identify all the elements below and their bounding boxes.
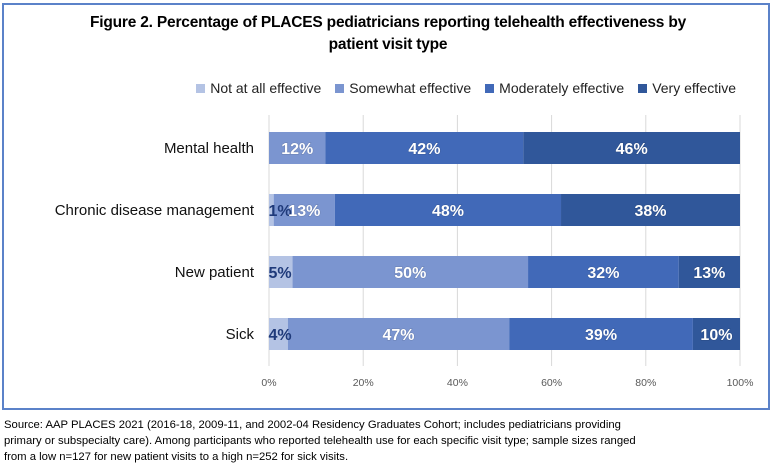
chart-title-line-2: patient visit type	[328, 36, 448, 53]
data-label: 48%	[432, 203, 464, 220]
legend-label: Moderately effective	[499, 80, 625, 96]
bar-segment	[561, 194, 740, 226]
legend-swatch	[485, 83, 495, 93]
bar-segment	[692, 318, 740, 350]
data-label: 4%	[268, 327, 291, 344]
data-label: 38%	[634, 203, 666, 220]
category-label: Sick	[226, 326, 255, 343]
bar-segment	[509, 318, 693, 350]
category-label: Chronic disease management	[55, 202, 255, 219]
x-tick-label: 60%	[541, 377, 562, 389]
source-line-2: primary or subspecialty care). Among par…	[4, 435, 636, 447]
bar-segment	[287, 318, 510, 350]
data-label: 47%	[383, 327, 415, 344]
bar-segment	[269, 256, 293, 288]
bar-segment	[678, 256, 740, 288]
bars: 12% 42% 46%1%13% 48% 38%5% 50% 32% 13%4% 47% 39% 1…	[268, 132, 740, 350]
bar-segment	[528, 256, 679, 288]
data-label: 10%	[700, 327, 732, 344]
legend-label: Not at all effective	[210, 80, 322, 96]
x-tick-label: 40%	[447, 377, 468, 389]
bar-segment	[269, 194, 274, 226]
category-label: New patient	[175, 264, 255, 281]
data-label: 32%	[587, 265, 619, 282]
data-label: 13%	[288, 203, 320, 220]
bar-segment	[523, 132, 740, 164]
data-label: 39%	[585, 327, 617, 344]
source-note: Source: AAP PLACES 2021 (2016-18, 2009-1…	[4, 417, 774, 465]
data-label: 13%	[693, 265, 725, 282]
data-label: 46%	[616, 141, 648, 158]
source-line-3: from a low n=127 for new patient visits …	[4, 451, 349, 463]
x-tick-label: 20%	[353, 377, 374, 389]
bar-segment	[269, 318, 288, 350]
data-label: 12%	[281, 141, 313, 158]
bar-segment	[292, 256, 529, 288]
legend-item-very-effective: Very effective	[638, 80, 736, 96]
data-label: 1%	[268, 203, 291, 220]
bar-segment	[273, 194, 335, 226]
x-tick-label: 100%	[727, 377, 754, 389]
legend-item-somewhat-effective: Somewhat effective	[335, 80, 471, 96]
legend-swatch	[196, 83, 206, 93]
x-tick-labels: 0% 20% 40% 60% 80% 100%	[261, 377, 753, 389]
category-labels: Mental health Chronic disease management N…	[55, 140, 255, 343]
chart-title: Figure 2. Percentage of PLACES pediatric…	[0, 12, 776, 56]
legend-item-not-at-all-effective: Not at all effective	[196, 80, 321, 96]
source-line-1: Source: AAP PLACES 2021 (2016-18, 2009-1…	[4, 419, 621, 431]
legend-label: Somewhat effective	[349, 80, 472, 96]
data-label: 5%	[268, 265, 291, 282]
legend-item-moderately-effective: Moderately effective	[485, 80, 624, 96]
data-label: 42%	[408, 141, 440, 158]
x-tick-label: 80%	[635, 377, 656, 389]
bar-segment	[269, 132, 326, 164]
bar-segment	[334, 194, 562, 226]
data-label: 50%	[394, 265, 426, 282]
legend-label: Very effective	[652, 80, 736, 96]
legend-swatch	[335, 83, 345, 93]
chart-title-line-1: Figure 2. Percentage of PLACES pediatric…	[89, 14, 687, 31]
x-tick-label: 0%	[261, 377, 276, 389]
category-label: Mental health	[164, 140, 254, 157]
bar-segment	[325, 132, 524, 164]
legend-swatch	[638, 83, 648, 93]
chart-legend: Not at all effective Somewhat effective …	[196, 80, 736, 96]
